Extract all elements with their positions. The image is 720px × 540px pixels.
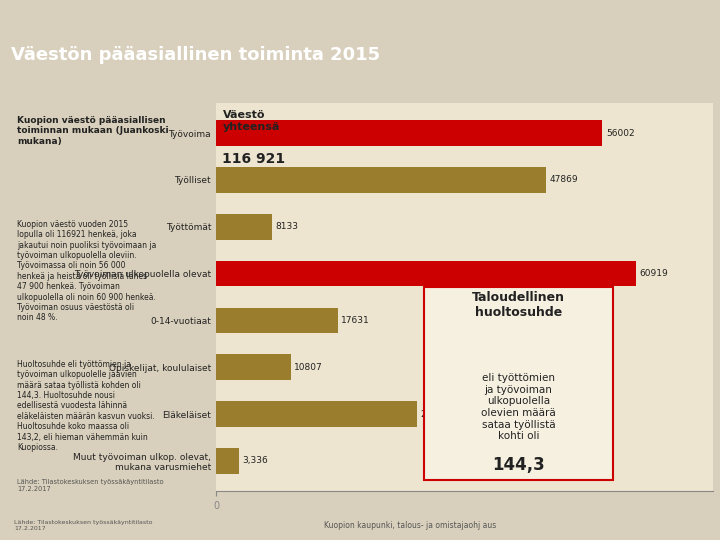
- Text: 29145: 29145: [420, 409, 449, 418]
- Bar: [216, 120, 603, 146]
- Bar: [216, 308, 338, 333]
- Text: 10807: 10807: [294, 363, 323, 372]
- Text: 60919: 60919: [640, 269, 669, 278]
- Text: 56002: 56002: [606, 129, 634, 138]
- Text: eli työttömien
ja työvoiman
ulkopuolella
olevien määrä
sataa työllistä
kohti oli: eli työttömien ja työvoiman ulkopuolella…: [481, 373, 556, 441]
- Bar: [216, 214, 272, 240]
- Text: Huoltosuhde eli työttömien ja
työvoiman ulkopuolelle jäävien
määrä sataa työllis: Huoltosuhde eli työttömien ja työvoiman …: [17, 360, 155, 452]
- Bar: [216, 448, 239, 474]
- Text: Kuopion kaupunki, talous- ja omistajaohj aus: Kuopion kaupunki, talous- ja omistajaohj…: [324, 521, 496, 530]
- Text: 47869: 47869: [550, 176, 578, 185]
- Text: Taloudellinen
huoltosuhde: Taloudellinen huoltosuhde: [472, 291, 565, 319]
- Text: Väestö
yhteensä: Väestö yhteensä: [222, 110, 280, 132]
- Text: Lähde: Tilastokeskuksen työssäkäyntitilasto
17.2.2017: Lähde: Tilastokeskuksen työssäkäyntitila…: [17, 478, 164, 491]
- Text: 8133: 8133: [276, 222, 299, 231]
- Bar: [216, 167, 546, 193]
- Text: Väestön pääasiallinen toiminta 2015: Väestön pääasiallinen toiminta 2015: [11, 46, 380, 64]
- Bar: [216, 354, 291, 380]
- Text: Kuopion väestö vuoden 2015
lopulla oli 116921 henkeä, joka
jakautui noin puoliks: Kuopion väestö vuoden 2015 lopulla oli 1…: [17, 220, 157, 322]
- Text: 116 921: 116 921: [222, 152, 286, 166]
- Text: Lähde: Tilastokeskuksen työssäkäyntitilasto
17.2.2017: Lähde: Tilastokeskuksen työssäkäyntitila…: [14, 519, 153, 530]
- Text: 3,336: 3,336: [243, 456, 269, 465]
- Bar: [216, 401, 417, 427]
- FancyBboxPatch shape: [423, 287, 613, 480]
- Text: 17631: 17631: [341, 316, 370, 325]
- Bar: [216, 261, 636, 286]
- Text: Kuopion väestö pääasiallisen
toiminnan mukaan (Juankoski
mukana): Kuopion väestö pääasiallisen toiminnan m…: [17, 116, 169, 146]
- Text: 144,3: 144,3: [492, 456, 545, 474]
